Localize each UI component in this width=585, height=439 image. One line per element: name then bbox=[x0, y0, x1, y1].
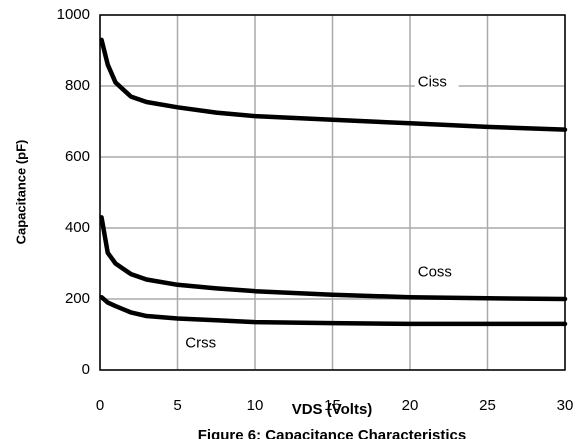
x-tick-label: 0 bbox=[96, 397, 104, 414]
annotation: Coss bbox=[418, 263, 452, 280]
annotation-bg bbox=[414, 72, 459, 93]
series-line bbox=[99, 215, 568, 302]
annotation: Crss bbox=[185, 334, 216, 351]
y-tick-label: 0 bbox=[82, 361, 90, 378]
x-tick-label: 30 bbox=[557, 397, 574, 414]
series-line bbox=[99, 294, 568, 327]
x-axis-label: VDS (Volts) bbox=[292, 401, 373, 418]
x-tick-label: 15 bbox=[324, 397, 341, 414]
y-tick-label: 200 bbox=[65, 290, 90, 307]
caption: Figure 6: Capacitance Characteristics bbox=[198, 427, 466, 439]
y-tick-label: 400 bbox=[65, 219, 90, 236]
y-tick-label: 600 bbox=[65, 148, 90, 165]
y-axis-label: Capacitance (pF) bbox=[13, 140, 28, 245]
x-tick-label: 5 bbox=[173, 397, 181, 414]
annotation-bg bbox=[414, 262, 459, 283]
x-tick-label: 10 bbox=[247, 397, 264, 414]
annotation-bg bbox=[182, 333, 227, 354]
x-tick-label: 25 bbox=[479, 397, 496, 414]
series-line bbox=[99, 37, 568, 132]
plot-frame bbox=[99, 14, 566, 371]
annotation: Ciss bbox=[418, 73, 447, 90]
y-tick-label: 1000 bbox=[57, 6, 90, 23]
y-tick-label: 800 bbox=[65, 77, 90, 94]
x-tick-label: 20 bbox=[402, 397, 419, 414]
